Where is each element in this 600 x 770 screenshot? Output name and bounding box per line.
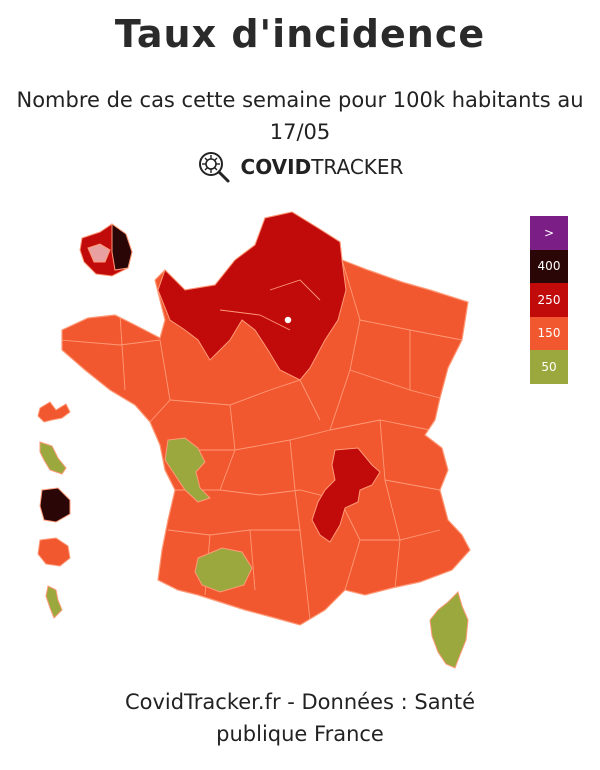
- legend-item: 150: [530, 316, 568, 350]
- brand-name-bold: COVID: [240, 155, 312, 179]
- footer-line-1: CovidTracker.fr - Données : Santé: [124, 690, 476, 714]
- legend-item: 250: [530, 283, 568, 317]
- footer-line-2: publique France: [216, 722, 384, 746]
- legend-label: 150: [537, 326, 561, 341]
- magnifier-virus-icon: [198, 152, 230, 183]
- legend-label: 400: [537, 259, 561, 274]
- region-rhone-high: [311, 447, 381, 543]
- martinique: [39, 441, 67, 475]
- legend: >400 250 150 50: [530, 216, 568, 384]
- legend-label: >: [543, 225, 555, 240]
- corsica: [429, 591, 469, 669]
- paris-inset: [79, 223, 133, 277]
- french-guiana: [39, 487, 71, 523]
- france-incidence-map: [37, 211, 471, 669]
- overseas-territories: [37, 223, 133, 619]
- legend-item: 50: [530, 350, 568, 384]
- brand-name-regular: TRACKER: [311, 155, 404, 179]
- legend-item: >: [530, 216, 568, 250]
- legend-item: 400: [530, 249, 568, 283]
- page-title: Taux d'incidence: [114, 12, 486, 56]
- footer: CovidTracker.fr - Données : Santé publiq…: [0, 686, 600, 750]
- subtitle-line-2: 17/05: [269, 120, 331, 144]
- mayotte: [45, 585, 63, 619]
- guadeloupe: [37, 401, 71, 423]
- paris-marker: [283, 315, 293, 325]
- legend-label: 250: [537, 292, 561, 307]
- subtitle-line-1: Nombre de cas cette semaine pour 100k ha…: [16, 88, 584, 112]
- legend-label: 50: [541, 359, 557, 374]
- region-west-low: [164, 437, 211, 503]
- mainland-france: [61, 211, 471, 626]
- reunion: [37, 537, 71, 567]
- brand-logo: COVID TRACKER: [0, 150, 600, 184]
- region-southwest-low: [194, 547, 253, 593]
- subtitle: Nombre de cas cette semaine pour 100k ha…: [0, 84, 600, 148]
